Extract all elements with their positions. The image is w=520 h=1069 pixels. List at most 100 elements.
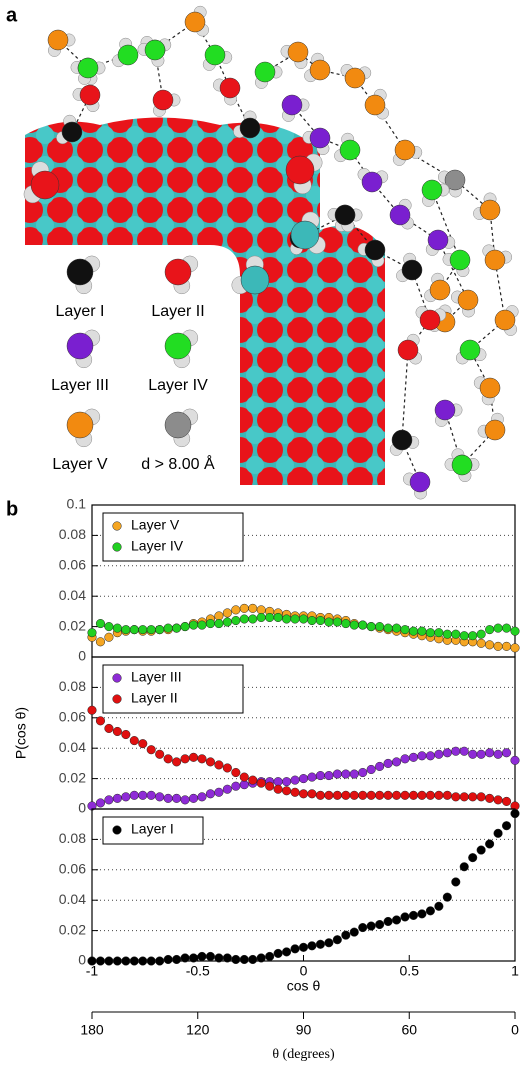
legend-label: Layer II: [151, 303, 204, 320]
data-point: [392, 757, 402, 767]
data-point: [138, 739, 148, 749]
oxygen: [394, 139, 416, 161]
plots: 0 0.02 0.04 0.06 0.08 0.1 Layer V Layer IV 0 0.02…: [13, 496, 520, 1062]
data-point: [239, 780, 249, 790]
data-point: [417, 626, 427, 636]
data-point: [197, 754, 207, 764]
data-point: [282, 786, 292, 796]
data-point: [375, 919, 385, 930]
data-point: [493, 641, 503, 651]
y-tick-label: 0: [78, 952, 86, 968]
data-point: [358, 790, 368, 800]
data-point: [214, 787, 224, 797]
data-point: [315, 771, 325, 781]
data-point: [214, 611, 224, 621]
data-point: [442, 892, 452, 902]
data-point: [248, 603, 258, 613]
data-point: [214, 953, 224, 963]
data-point: [442, 748, 452, 758]
y-tick-label: 0.08: [59, 526, 86, 542]
data-point: [265, 612, 275, 623]
oxygen: [344, 67, 366, 89]
data-point: [476, 792, 486, 802]
oxygen: [494, 309, 516, 331]
data-point: [188, 953, 199, 963]
data-point: [146, 956, 156, 966]
y-tick-label: 0: [78, 800, 86, 816]
data-point: [248, 954, 258, 965]
legend-marker: [112, 542, 122, 552]
data-point: [146, 790, 156, 800]
oxygen: [339, 139, 361, 161]
oxygen: [484, 419, 506, 441]
data-point: [349, 927, 359, 937]
oxygen: [281, 94, 303, 116]
oxygen: [184, 11, 206, 33]
x-tick-label: 1: [511, 963, 519, 979]
oxygen: [219, 77, 241, 99]
data-point: [273, 612, 283, 623]
data-point: [476, 845, 486, 855]
legend-label: Layer II: [131, 690, 178, 706]
data-point: [290, 787, 300, 797]
oxygen: [254, 61, 276, 83]
legend-label: d > 8.00 Å: [141, 454, 215, 473]
data-point: [501, 623, 512, 633]
data-point: [95, 619, 106, 629]
oxygen: [117, 44, 139, 66]
oxygen: [421, 179, 443, 201]
legend-marker: [112, 673, 122, 683]
data-point: [434, 628, 444, 638]
data-point: [451, 792, 461, 802]
oxygen: [152, 89, 174, 111]
oxygen: [391, 429, 413, 451]
theta-axis-label: θ (degrees): [272, 1047, 335, 1062]
x-axis-label: cos θ: [287, 978, 321, 994]
data-point: [307, 772, 317, 782]
oxygen: [239, 117, 261, 139]
data-point: [129, 736, 139, 746]
oxygen: [457, 289, 479, 311]
data-point: [248, 775, 258, 785]
subplot: 0 0.02 0.04 0.06 0.08 P(cos θ) Layer III Layer …: [13, 656, 520, 816]
oxygen: [79, 84, 101, 106]
data-point: [451, 746, 461, 756]
data-point: [400, 754, 410, 764]
oxygen: [479, 199, 501, 221]
legend-label: Layer IV: [131, 538, 184, 554]
data-point: [188, 752, 199, 762]
theta-tick-label: 180: [80, 1022, 104, 1038]
data-point: [180, 953, 190, 963]
oxygen: [204, 44, 226, 66]
data-point: [383, 790, 393, 800]
legend-area: [0, 245, 240, 485]
oxygen: [364, 239, 386, 261]
hydrogen-bond: [71, 67, 91, 133]
legend-label: Layer IV: [148, 377, 208, 394]
legend-label: Layer V: [131, 517, 180, 533]
data-point: [282, 614, 292, 624]
oxygen: [144, 39, 166, 61]
legend-marker: [112, 694, 122, 704]
data-point: [510, 643, 520, 653]
data-point: [104, 956, 114, 966]
data-point: [256, 612, 266, 623]
oxygen: [451, 454, 473, 476]
data-point: [239, 772, 249, 782]
data-point: [434, 901, 444, 911]
data-point: [383, 623, 393, 633]
data-point: [95, 798, 106, 808]
data-point: [476, 749, 486, 759]
data-point: [129, 790, 139, 800]
data-point: [400, 625, 410, 635]
data-point: [434, 749, 444, 759]
data-point: [501, 796, 512, 806]
data-point: [104, 795, 114, 805]
data-point: [180, 754, 190, 764]
data-point: [298, 942, 309, 952]
y-tick-label: 0.1: [67, 496, 87, 512]
data-point: [180, 795, 190, 805]
panel-label: b: [6, 498, 18, 520]
